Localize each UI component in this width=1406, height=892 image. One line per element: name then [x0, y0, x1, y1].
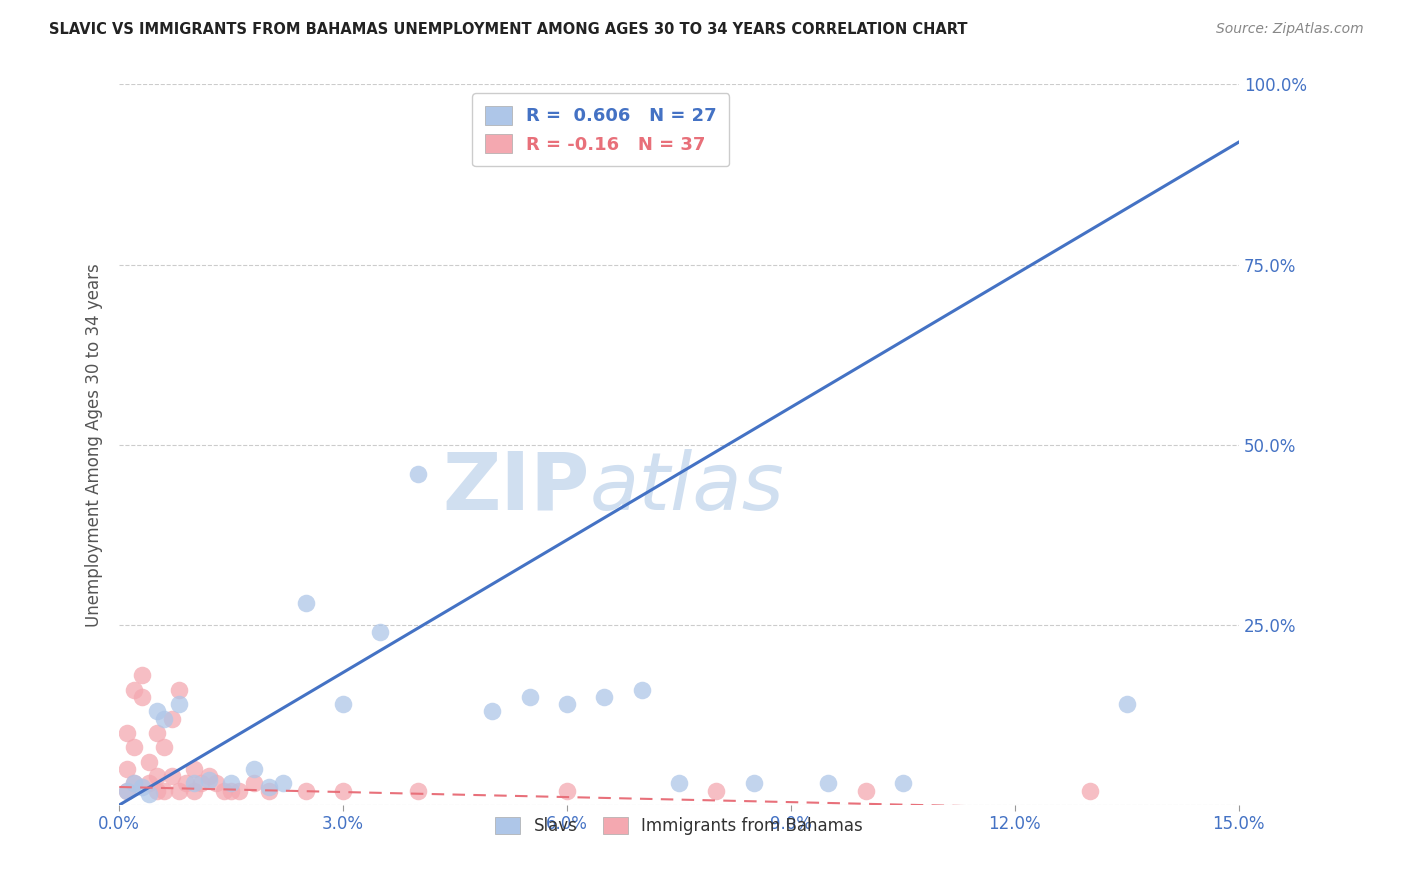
Point	[167, 697, 190, 711]
Point	[228, 783, 250, 797]
Point	[332, 697, 354, 711]
Point	[891, 776, 914, 790]
Point	[212, 783, 235, 797]
Point	[183, 783, 205, 797]
Point	[481, 704, 503, 718]
Point	[257, 783, 280, 797]
Point	[406, 467, 429, 481]
Point	[160, 712, 183, 726]
Point	[593, 690, 616, 704]
Point	[122, 682, 145, 697]
Point	[519, 690, 541, 704]
Point	[167, 783, 190, 797]
Point	[855, 783, 877, 797]
Point	[115, 726, 138, 740]
Text: atlas: atlas	[589, 449, 785, 527]
Point	[555, 697, 578, 711]
Point	[153, 712, 176, 726]
Point	[1078, 783, 1101, 797]
Point	[153, 740, 176, 755]
Point	[131, 690, 153, 704]
Point	[242, 762, 264, 776]
Legend: Slavs, Immigrants from Bahamas: Slavs, Immigrants from Bahamas	[486, 809, 870, 844]
Point	[630, 682, 652, 697]
Point	[295, 783, 318, 797]
Point	[122, 740, 145, 755]
Point	[183, 776, 205, 790]
Point	[257, 780, 280, 794]
Point	[115, 762, 138, 776]
Point	[817, 776, 839, 790]
Point	[145, 769, 167, 783]
Point	[332, 783, 354, 797]
Point	[242, 776, 264, 790]
Point	[145, 704, 167, 718]
Point	[131, 780, 153, 794]
Point	[183, 762, 205, 776]
Point	[115, 783, 138, 797]
Point	[138, 787, 160, 801]
Point	[1115, 697, 1137, 711]
Point	[145, 783, 167, 797]
Point	[176, 776, 198, 790]
Point	[115, 783, 138, 797]
Point	[160, 769, 183, 783]
Text: ZIP: ZIP	[443, 449, 589, 527]
Point	[198, 772, 221, 787]
Point	[167, 682, 190, 697]
Point	[131, 668, 153, 682]
Point	[219, 776, 242, 790]
Point	[138, 755, 160, 769]
Point	[370, 625, 392, 640]
Point	[205, 776, 228, 790]
Text: SLAVIC VS IMMIGRANTS FROM BAHAMAS UNEMPLOYMENT AMONG AGES 30 TO 34 YEARS CORRELA: SLAVIC VS IMMIGRANTS FROM BAHAMAS UNEMPL…	[49, 22, 967, 37]
Point	[406, 783, 429, 797]
Point	[668, 776, 690, 790]
Point	[219, 783, 242, 797]
Point	[145, 726, 167, 740]
Point	[273, 776, 295, 790]
Point	[138, 776, 160, 790]
Point	[153, 783, 176, 797]
Point	[555, 783, 578, 797]
Text: Source: ZipAtlas.com: Source: ZipAtlas.com	[1216, 22, 1364, 37]
Point	[742, 776, 765, 790]
Point	[198, 769, 221, 783]
Point	[295, 596, 318, 610]
Point	[122, 776, 145, 790]
Point	[122, 776, 145, 790]
Y-axis label: Unemployment Among Ages 30 to 34 years: Unemployment Among Ages 30 to 34 years	[86, 263, 103, 626]
Point	[190, 776, 212, 790]
Point	[704, 783, 727, 797]
